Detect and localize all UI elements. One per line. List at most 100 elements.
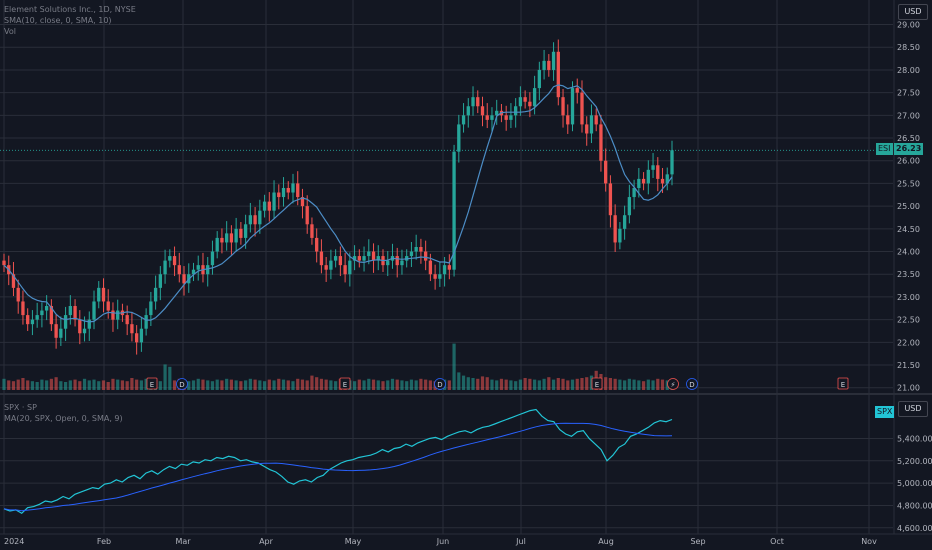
volume-bar xyxy=(646,379,650,390)
candle-body xyxy=(319,251,324,266)
candle-body xyxy=(87,319,91,329)
candle-body xyxy=(466,106,470,116)
spx-legend: SPX · SP MA(20, SPX, Open, 0, SMA, 9) xyxy=(4,402,123,424)
price-tick-label: 27.50 xyxy=(897,89,920,98)
candle-body xyxy=(229,233,234,243)
volume-bar xyxy=(229,379,234,390)
earnings-marker xyxy=(146,377,158,390)
volume-bar xyxy=(480,376,485,390)
candle-body xyxy=(348,260,352,275)
volume-bar xyxy=(528,378,532,390)
candle-body xyxy=(333,256,338,261)
volume-bar xyxy=(547,377,551,390)
symbol-tag: ESI xyxy=(876,143,893,155)
spx-ma-legend: MA(20, SPX, Open, 0, SMA, 9) xyxy=(4,414,123,423)
candle-body xyxy=(622,215,627,229)
currency-button-bottom[interactable]: USD xyxy=(898,401,928,417)
sma-line xyxy=(3,84,673,323)
candle-body xyxy=(125,315,129,325)
volume-bar xyxy=(139,380,143,390)
price-tick-label: 23.00 xyxy=(897,293,920,302)
volume-bar xyxy=(21,378,25,390)
candle-body xyxy=(253,215,257,225)
volume-bar xyxy=(286,380,290,390)
candle-body xyxy=(537,69,542,89)
price-tick-label: 22.50 xyxy=(897,316,920,325)
candle-body xyxy=(267,201,271,211)
candle-body xyxy=(130,324,134,334)
volume-bar xyxy=(196,378,200,390)
candle-body xyxy=(291,183,295,193)
price-tick-label: 29.00 xyxy=(897,21,920,30)
volume-bar xyxy=(533,379,537,390)
volume-bar xyxy=(281,379,286,390)
candle-body xyxy=(367,251,371,257)
volume-bar xyxy=(357,379,361,390)
candle-body xyxy=(16,287,20,302)
volume-bar xyxy=(78,381,82,390)
spx-line xyxy=(3,408,673,515)
candle-body xyxy=(371,251,376,261)
candle-body xyxy=(177,265,181,275)
time-tick-label: Mar xyxy=(175,537,191,546)
candle-body xyxy=(570,88,575,125)
volume-bar xyxy=(514,381,518,390)
candle-body xyxy=(471,97,475,107)
volume-bar xyxy=(16,379,20,390)
earnings-marker xyxy=(339,377,351,390)
volume-bar xyxy=(466,377,470,390)
price-tick-label: 21.00 xyxy=(897,384,920,393)
volume-bar xyxy=(244,380,248,390)
candle-body xyxy=(632,187,636,198)
candle-body xyxy=(651,165,655,170)
volume-bar xyxy=(400,380,404,390)
candle-body xyxy=(395,256,399,266)
candle-body xyxy=(262,201,267,211)
volume-bar xyxy=(26,380,30,390)
candle-body xyxy=(423,251,428,261)
time-tick-label: Apr xyxy=(259,537,274,546)
volume-bar xyxy=(618,379,622,390)
candle-body xyxy=(258,210,262,225)
candle-body xyxy=(599,124,603,161)
volume-bar xyxy=(201,379,205,390)
candle-body xyxy=(329,260,333,270)
price-tick-label: 21.50 xyxy=(897,361,920,370)
volume-bar xyxy=(7,380,11,390)
price-tick-label: 22.00 xyxy=(897,338,920,347)
volume-bar xyxy=(419,378,423,390)
candle-body xyxy=(476,97,480,107)
volume-bar xyxy=(158,381,162,390)
candle-body xyxy=(480,106,485,116)
price-tick-label: 28.50 xyxy=(897,43,920,52)
candle-body xyxy=(92,301,96,320)
volume-bar xyxy=(111,378,115,390)
candle-body xyxy=(281,187,286,198)
candle-body xyxy=(191,269,196,275)
volume-bar xyxy=(172,380,177,390)
volume-bar xyxy=(210,381,215,390)
event-marker-label: D xyxy=(437,381,442,389)
price-tick-label: 26.00 xyxy=(897,157,920,166)
volume-bar xyxy=(168,366,172,390)
volume-bar xyxy=(651,380,655,390)
volume-bar xyxy=(97,381,101,390)
price-tick-label: 23.50 xyxy=(897,270,920,279)
currency-button-top[interactable]: USD xyxy=(898,4,928,20)
candle-body xyxy=(637,178,641,188)
candle-body xyxy=(111,310,115,320)
volume-bar xyxy=(68,380,72,390)
candle-body xyxy=(172,256,177,266)
volume-bar xyxy=(305,380,309,390)
time-tick-label: May xyxy=(345,537,362,546)
candle-body xyxy=(286,187,290,193)
volume-bar xyxy=(54,377,58,390)
spx-tick-label: 4,600.00 xyxy=(897,524,932,533)
candle-body xyxy=(220,237,224,243)
candle-body xyxy=(338,256,343,266)
price-tick-label: 24.50 xyxy=(897,225,920,234)
candle-body xyxy=(461,115,466,125)
price-tick-label: 25.00 xyxy=(897,202,920,211)
candle-body xyxy=(158,274,162,288)
